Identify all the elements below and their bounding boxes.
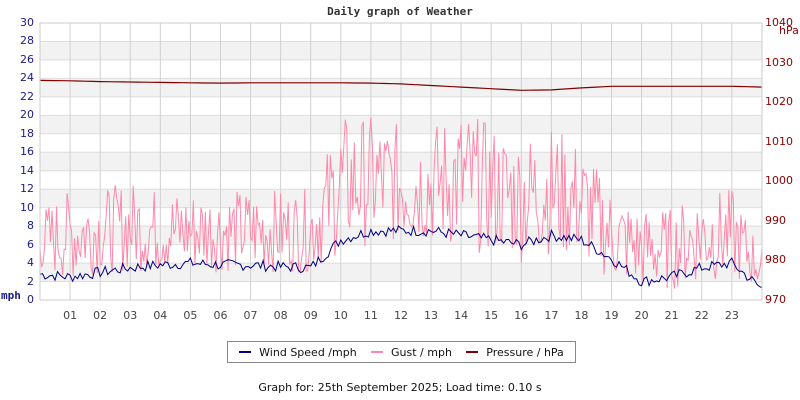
grid-lines (40, 23, 762, 300)
x-axis-tick: 01 (63, 309, 78, 322)
left-axis-tick: 0 (27, 293, 34, 306)
left-axis-tick: 24 (20, 71, 34, 85)
wind-speed-series (39, 224, 763, 289)
legend-label: Pressure / hPa (486, 345, 564, 359)
right-axis-tick: 1030 (765, 55, 793, 69)
pressure-swatch-icon (466, 351, 479, 353)
x-axis-tick: 08 (273, 309, 288, 322)
plot-border (39, 22, 763, 301)
wind-swatch-icon (239, 351, 252, 353)
left-axis-tick: 16 (20, 145, 34, 159)
x-axis-tick: 20 (634, 309, 649, 322)
left-axis-tick: 30 (20, 16, 34, 29)
left-axis-tick: 10 (20, 200, 34, 214)
right-axis-tick: 980 (765, 253, 786, 267)
legend-label: Gust / mph (391, 345, 452, 359)
left-axis-tick: 12 (20, 182, 34, 196)
x-axis-tick: 11 (363, 309, 378, 322)
legend-item-wind: Wind Speed /mph (239, 346, 357, 359)
x-axis-tick: 19 (604, 309, 619, 322)
x-axis-tick: 13 (424, 309, 439, 322)
pressure-series (39, 79, 762, 91)
right-axis-tick: 1020 (765, 95, 793, 109)
x-axis-tick: 21 (664, 309, 679, 322)
left-axis-tick: 2 (27, 274, 34, 288)
x-axis-tick: 14 (454, 309, 469, 322)
right-axis-tick: 970 (765, 293, 786, 306)
x-axis-tick: 17 (544, 309, 559, 322)
legend: Wind Speed /mph Gust / mph Pressure / hP… (227, 341, 576, 363)
right-axis-unit: hPa (779, 24, 799, 37)
right-axis-tick: 1000 (765, 174, 793, 188)
x-axis-tick: 07 (243, 309, 258, 322)
footer-status: Graph for: 25th September 2025; Load tim… (258, 381, 542, 394)
left-axis-unit: mph (1, 289, 21, 302)
x-axis-tick: 04 (153, 309, 168, 322)
legend-item-gust: Gust / mph (371, 346, 452, 359)
x-axis-tick: 09 (303, 309, 318, 322)
legend-item-pressure: Pressure / hPa (466, 346, 564, 359)
left-axis-tick: 14 (20, 163, 34, 177)
left-axis-tick: 4 (27, 256, 34, 270)
left-axis-tick: 6 (27, 237, 34, 251)
x-axis-tick: 16 (514, 309, 529, 322)
x-axis-tick: 03 (123, 309, 138, 322)
gust-swatch-icon (371, 351, 384, 353)
x-axis-tick: 18 (574, 309, 589, 322)
x-axis-tick: 15 (484, 309, 499, 322)
left-axis-tick: 28 (20, 34, 34, 48)
gust-series (39, 117, 763, 289)
legend-label: Wind Speed /mph (259, 345, 357, 359)
right-axis-tick: 990 (765, 213, 786, 227)
x-axis-tick: 06 (213, 309, 228, 322)
x-axis-tick: 22 (694, 309, 709, 322)
right-axis-tick: 1010 (765, 134, 793, 148)
chart-title: Daily graph of Weather (327, 5, 473, 18)
left-axis-tick: 26 (20, 52, 34, 66)
left-axis-tick: 8 (27, 219, 34, 233)
left-axis-tick: 20 (20, 108, 34, 122)
left-axis-tick: 18 (20, 126, 34, 140)
left-axis-tick: 22 (20, 89, 34, 103)
x-axis-tick: 10 (333, 309, 348, 322)
x-axis-tick: 05 (183, 309, 198, 322)
x-axis-tick: 02 (93, 309, 108, 322)
x-axis-tick: 23 (724, 309, 739, 322)
x-axis-tick: 12 (393, 309, 408, 322)
right-axis-tick: 1040 (765, 16, 793, 29)
